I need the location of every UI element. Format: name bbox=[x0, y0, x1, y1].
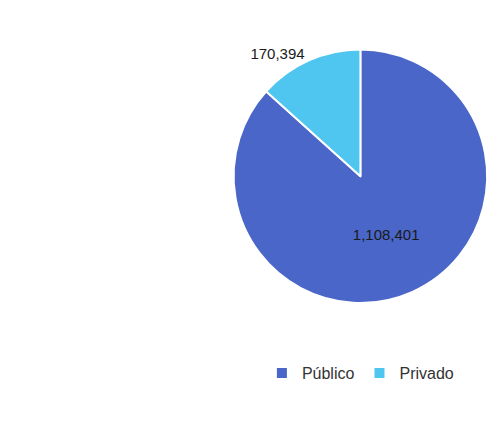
svg-text:Público: Público bbox=[302, 365, 355, 382]
svg-text:1,108,401: 1,108,401 bbox=[353, 226, 420, 243]
svg-text:Privado: Privado bbox=[399, 365, 453, 382]
svg-text:170,394: 170,394 bbox=[250, 45, 304, 62]
